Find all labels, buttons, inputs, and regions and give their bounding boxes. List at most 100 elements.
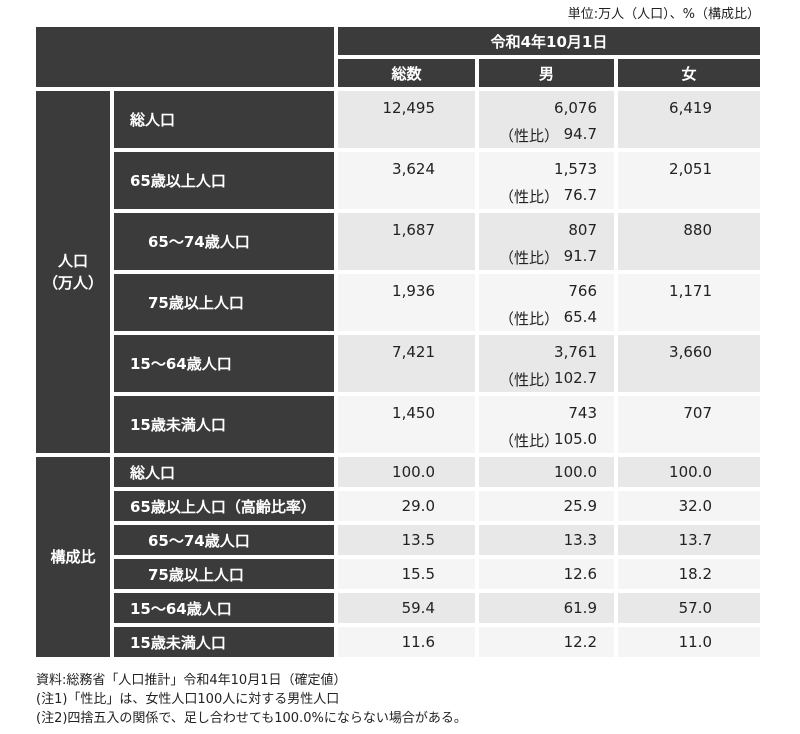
total-cell: 7,421 — [338, 335, 475, 392]
unit-note: 単位:万人（人口）、%（構成比） — [567, 7, 760, 22]
section-label-line: （万人） — [42, 274, 103, 292]
male-cell: 61.9 — [479, 593, 614, 623]
male-value: 3,761 — [554, 343, 597, 361]
row: 15歳未満人口 11.6 12.2 11.0 — [36, 627, 760, 657]
corner — [36, 27, 334, 87]
column-header: 男 — [479, 59, 614, 87]
male-cell: 743 （性比） 105.0 — [479, 396, 614, 453]
sex-ratio-value: 76.7 — [563, 186, 597, 204]
female-cell: 11.0 — [618, 627, 760, 657]
male-cell: 1,573 （性比） 76.7 — [479, 152, 614, 209]
total-cell: 1,687 — [338, 213, 475, 270]
female-cell: 707 — [618, 396, 760, 453]
row-label: 65歳以上人口（高齢比率） — [114, 491, 334, 521]
row-label: 65〜74歳人口 — [114, 213, 334, 270]
row: 15〜64歳人口 7,421 3,761 （性比） 102.7 3,660 — [36, 335, 760, 392]
sex-ratio: （性比） 94.7 — [479, 125, 597, 146]
total-cell: 1,450 — [338, 396, 475, 453]
sex-ratio: （性比） 91.7 — [479, 247, 597, 268]
section-label-line: 人口 — [57, 252, 88, 270]
row: 65歳以上人口 3,624 1,573 （性比） 76.7 2,051 — [36, 152, 760, 209]
column-header: 女 — [618, 59, 760, 87]
note: (注1)「性比」は、女性人口100人に対する男性人口 — [36, 692, 340, 707]
table-body: 令和4年10月1日 総数 男 女 人口 （万人） 総人口 12,495 6,076 （性比… — [36, 27, 760, 657]
row-label: 総人口 — [114, 457, 334, 487]
sex-ratio-label: （性比） — [499, 371, 560, 389]
row: 65〜74歳人口 1,687 807 （性比） 91.7 880 — [36, 213, 760, 270]
female-cell: 1,171 — [618, 274, 760, 331]
male-cell: 100.0 — [479, 457, 614, 487]
sex-ratio-label: （性比） — [499, 310, 560, 328]
male-value: 766 — [568, 282, 597, 300]
total-cell: 59.4 — [338, 593, 475, 623]
female-cell: 6,419 — [618, 91, 760, 148]
sex-ratio: （性比） 76.7 — [479, 186, 597, 207]
row: 人口 （万人） 総人口 12,495 6,076 （性比） 94.7 6,419 — [36, 91, 760, 453]
male-cell: 6,076 （性比） 94.7 — [479, 91, 614, 148]
sex-ratio-value: 91.7 — [563, 247, 597, 265]
male-value: 807 — [568, 221, 597, 239]
row-label: 15歳未満人口 — [114, 396, 334, 453]
total-cell: 1,936 — [338, 274, 475, 331]
row: 15〜64歳人口 59.4 61.9 57.0 — [36, 593, 760, 623]
sex-ratio-label: （性比） — [499, 127, 560, 145]
sex-ratio-value: 65.4 — [563, 308, 597, 326]
sex-ratio-value: 102.7 — [554, 369, 597, 387]
row-label: 65〜74歳人口 — [114, 525, 334, 555]
sex-ratio-label: （性比） — [499, 249, 560, 267]
male-value: 1,573 — [554, 160, 597, 178]
column-header: 総数 — [338, 59, 475, 87]
male-cell: 12.2 — [479, 627, 614, 657]
row: 65歳以上人口（高齢比率） 29.0 25.9 32.0 — [36, 491, 760, 521]
male-cell: 12.6 — [479, 559, 614, 589]
male-cell: 25.9 — [479, 491, 614, 521]
date-header: 令和4年10月1日 — [338, 27, 760, 55]
row: 構成比 総人口 100.0 100.0 100.0 — [36, 457, 760, 657]
male-cell: 766 （性比） 65.4 — [479, 274, 614, 331]
header-row: 令和4年10月1日 — [36, 27, 760, 87]
total-cell: 100.0 — [338, 457, 475, 487]
sex-ratio: （性比） 105.0 — [479, 430, 597, 451]
sex-ratio: （性比） 102.7 — [479, 369, 597, 390]
total-cell: 11.6 — [338, 627, 475, 657]
total-cell: 12,495 — [338, 91, 475, 148]
male-value: 743 — [568, 404, 597, 422]
row-label: 総人口 — [114, 91, 334, 148]
row-label: 15〜64歳人口 — [114, 593, 334, 623]
section-label: 人口 （万人） — [36, 91, 110, 453]
row-label: 65歳以上人口 — [114, 152, 334, 209]
row: 15歳未満人口 1,450 743 （性比） 105.0 707 — [36, 396, 760, 453]
row: 75歳以上人口 15.5 12.6 18.2 — [36, 559, 760, 589]
female-cell: 880 — [618, 213, 760, 270]
sex-ratio-label: （性比） — [499, 188, 560, 206]
header-row: 総数 男 女 — [36, 59, 760, 87]
note: (注2)四捨五入の関係で、足し合わせても100.0%にならない場合がある。 — [36, 711, 467, 726]
row-label: 75歳以上人口 — [114, 274, 334, 331]
section-label: 構成比 — [36, 457, 110, 657]
female-cell: 100.0 — [618, 457, 760, 487]
sex-ratio-value: 94.7 — [563, 125, 597, 143]
female-cell: 13.7 — [618, 525, 760, 555]
female-cell: 3,660 — [618, 335, 760, 392]
sex-ratio-label: （性比） — [499, 432, 560, 450]
row-label: 15〜64歳人口 — [114, 335, 334, 392]
male-cell: 3,761 （性比） 102.7 — [479, 335, 614, 392]
sex-ratio-value: 105.0 — [554, 430, 597, 448]
male-value: 6,076 — [554, 99, 597, 117]
population-table: 令和4年10月1日 総数 男 女 人口 （万人） 総人口 12,495 6,076 （性比… — [32, 23, 764, 661]
male-cell: 807 （性比） 91.7 — [479, 213, 614, 270]
note: 資料:総務省「人口推計」令和4年10月1日（確定値） — [36, 673, 347, 688]
row-label: 75歳以上人口 — [114, 559, 334, 589]
row: 75歳以上人口 1,936 766 （性比） 65.4 1,171 — [36, 274, 760, 331]
female-cell: 57.0 — [618, 593, 760, 623]
female-cell: 32.0 — [618, 491, 760, 521]
total-cell: 29.0 — [338, 491, 475, 521]
row-label: 15歳未満人口 — [114, 627, 334, 657]
male-cell: 13.3 — [479, 525, 614, 555]
female-cell: 18.2 — [618, 559, 760, 589]
row: 65〜74歳人口 13.5 13.3 13.7 — [36, 525, 760, 555]
sex-ratio: （性比） 65.4 — [479, 308, 597, 329]
total-cell: 13.5 — [338, 525, 475, 555]
notes: 資料:総務省「人口推計」令和4年10月1日（確定値） (注1)「性比」は、女性人口… — [36, 671, 467, 728]
total-cell: 15.5 — [338, 559, 475, 589]
